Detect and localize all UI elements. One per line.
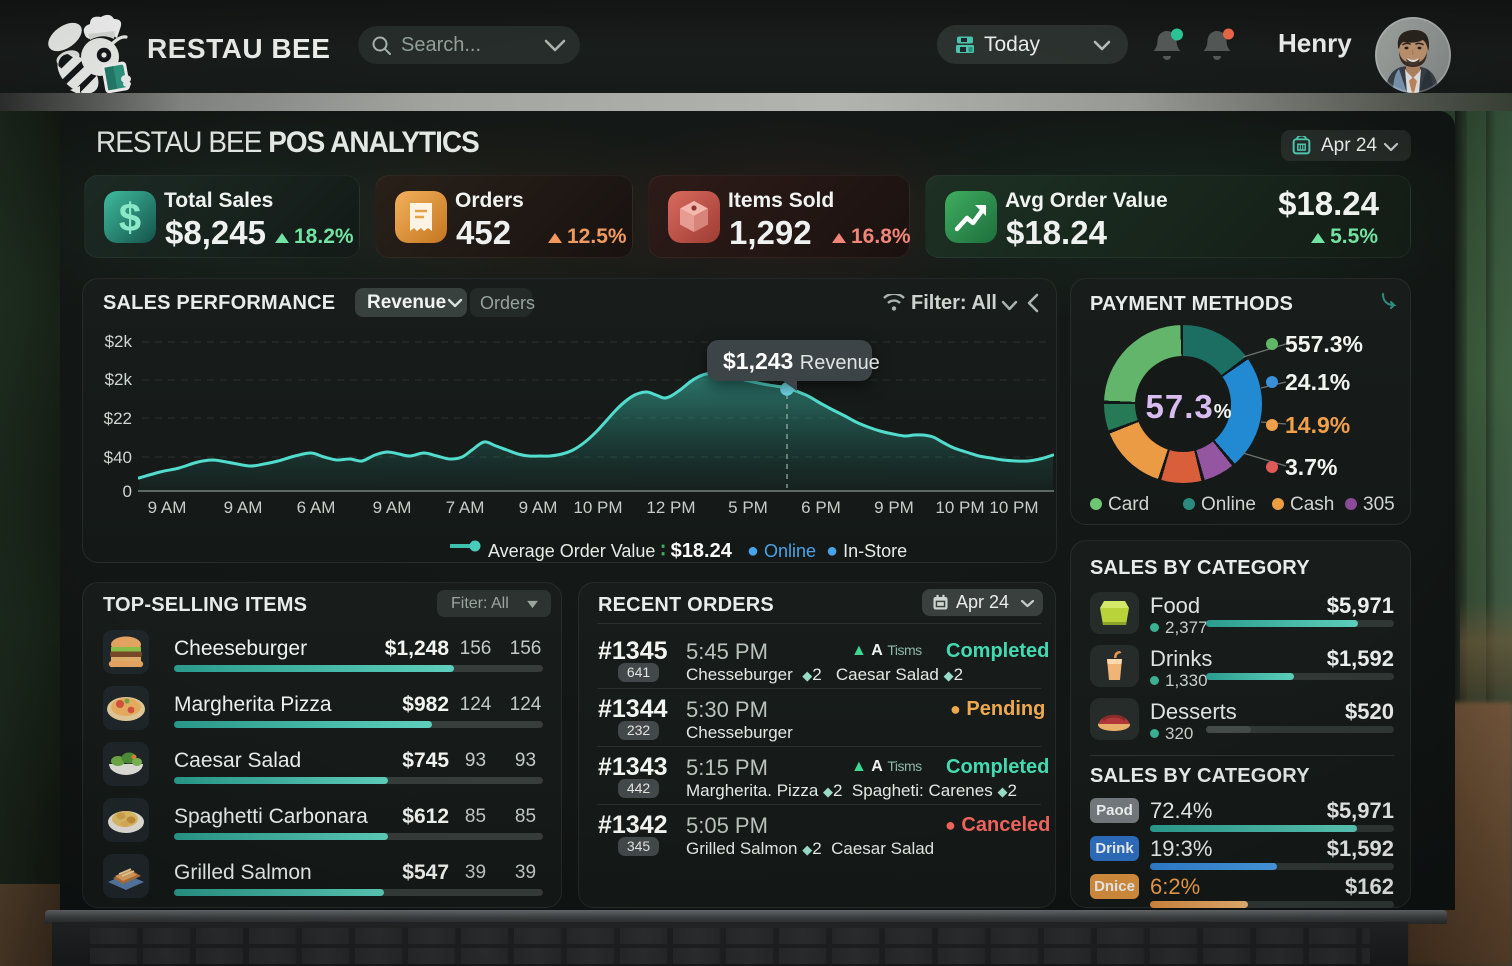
- svg-text:$: $: [119, 196, 141, 240]
